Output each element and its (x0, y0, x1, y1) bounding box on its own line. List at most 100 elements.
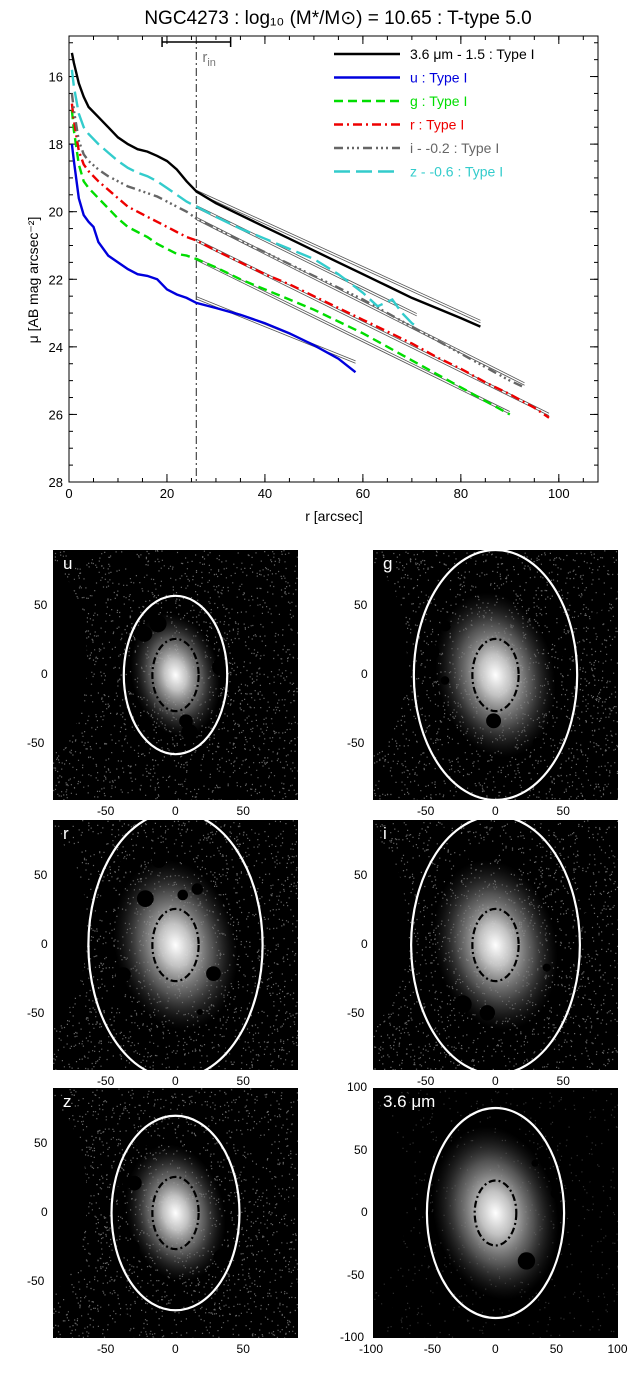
image-panel-4: z (53, 1088, 298, 1338)
outer-ellipse (87, 820, 264, 1070)
fit-line (196, 192, 481, 324)
mask-blob (393, 701, 401, 709)
mask-blob (117, 1313, 132, 1328)
mask-blob (580, 912, 596, 928)
mask-blob (391, 1304, 403, 1316)
mask-blob (566, 949, 581, 964)
mask-blob (587, 1181, 597, 1191)
x-tick-label: 0 (172, 1342, 179, 1356)
mask-region (53, 566, 87, 754)
mask-blob (481, 843, 498, 861)
mask-blob (119, 859, 132, 871)
mask-blob (244, 574, 257, 587)
band-label: r (63, 824, 69, 843)
mask-blob (550, 1188, 560, 1199)
x-tick-label: 0 (65, 486, 72, 501)
mask-blob (127, 1175, 142, 1191)
mask-blob (186, 769, 203, 787)
x-tick-label: 0 (492, 1074, 499, 1088)
y-tick-label: 16 (49, 70, 63, 85)
mask-blob (466, 845, 483, 862)
galaxy-light (125, 1144, 226, 1282)
plot-frame (68, 35, 599, 483)
outer-ellipse (425, 1106, 566, 1320)
mask-region (53, 1104, 87, 1292)
galaxy-light (432, 1126, 559, 1300)
mask-blob (486, 713, 502, 729)
r-in-label: rin (202, 49, 216, 69)
y-tick-label: -50 (27, 1274, 45, 1289)
mask-blob (607, 1060, 618, 1070)
mask-blob (424, 644, 440, 660)
y-tick-label: 24 (49, 340, 63, 355)
band-label: 3.6 μm (383, 1092, 436, 1111)
mask-blob (223, 721, 230, 728)
y-tick-label: 0 (41, 667, 48, 681)
mask-blob (373, 969, 379, 979)
image-panel-0: u (53, 550, 298, 800)
mask-blob (521, 1304, 540, 1323)
mask-blob (115, 967, 131, 983)
mask-blob (177, 889, 189, 901)
band-label: i (383, 824, 387, 843)
mask-blob (196, 1008, 204, 1016)
panel-image (373, 1088, 618, 1338)
y-tick-label: -50 (27, 736, 45, 751)
legend-label-5: z - -0.6 : Type I (410, 164, 503, 180)
x-tick-label: 80 (454, 486, 468, 501)
chart-title: NGC4273 : log₁₀ (M*/M⊙) = 10.65 : T-type… (144, 8, 531, 29)
mask-blob (479, 1005, 496, 1021)
image-panel-3: i (373, 820, 618, 1070)
mask-blob (61, 845, 80, 864)
x-tick-label: -50 (416, 804, 435, 818)
fit-line (196, 207, 417, 317)
panel-image (53, 1088, 298, 1338)
mask-blob (201, 1035, 209, 1043)
y-tick-label: 50 (354, 867, 368, 882)
galaxy-light (113, 859, 238, 1031)
panel-image (373, 550, 618, 800)
galaxy-light (130, 613, 221, 737)
mask-blob (542, 963, 551, 972)
series-line-3 (70, 103, 550, 419)
y-tick-label: 0 (361, 667, 368, 681)
y-tick-label: 22 (49, 272, 63, 287)
outer-ellipse (110, 1114, 241, 1312)
x-tick-label: 20 (160, 486, 174, 501)
mask-blob (383, 1295, 396, 1308)
y-tick-label: 50 (34, 597, 48, 612)
y-tick-label: 20 (49, 205, 63, 220)
mask-blob (53, 775, 58, 785)
mask-blob (552, 1299, 569, 1316)
mask-blob (521, 591, 531, 601)
panel-image (373, 820, 618, 1070)
mask-region (373, 566, 407, 754)
mask-blob (213, 1249, 229, 1265)
outer-ellipse (122, 594, 229, 756)
mask-blob (212, 658, 230, 676)
x-tick-label: 0 (172, 1074, 179, 1088)
mask-blob (373, 1103, 379, 1112)
mask-blob (248, 1137, 266, 1155)
mask-blob (151, 853, 167, 868)
y-tick-label: -50 (27, 1006, 45, 1021)
panel-image (53, 550, 298, 800)
x-tick-label: 50 (236, 1074, 250, 1088)
mask-blob (440, 676, 450, 685)
y-tick-label: 28 (49, 475, 63, 490)
y-tick-label: -100 (340, 1330, 365, 1344)
x-tick-label: 0 (172, 804, 179, 818)
band-label: u (63, 554, 73, 573)
inner-ellipse (151, 637, 200, 713)
inner-ellipse (471, 637, 520, 713)
fit-line (196, 241, 550, 416)
mask-blob (126, 730, 142, 746)
fit-line (196, 216, 525, 384)
image-panel-2: r (53, 820, 298, 1070)
y-tick-label: 0 (361, 937, 368, 951)
mask-region (373, 836, 407, 1024)
mask-blob (181, 1308, 191, 1318)
image-panel-1: g (373, 550, 618, 800)
series-line-2 (70, 110, 511, 416)
x-tick-label: -50 (423, 1342, 442, 1356)
